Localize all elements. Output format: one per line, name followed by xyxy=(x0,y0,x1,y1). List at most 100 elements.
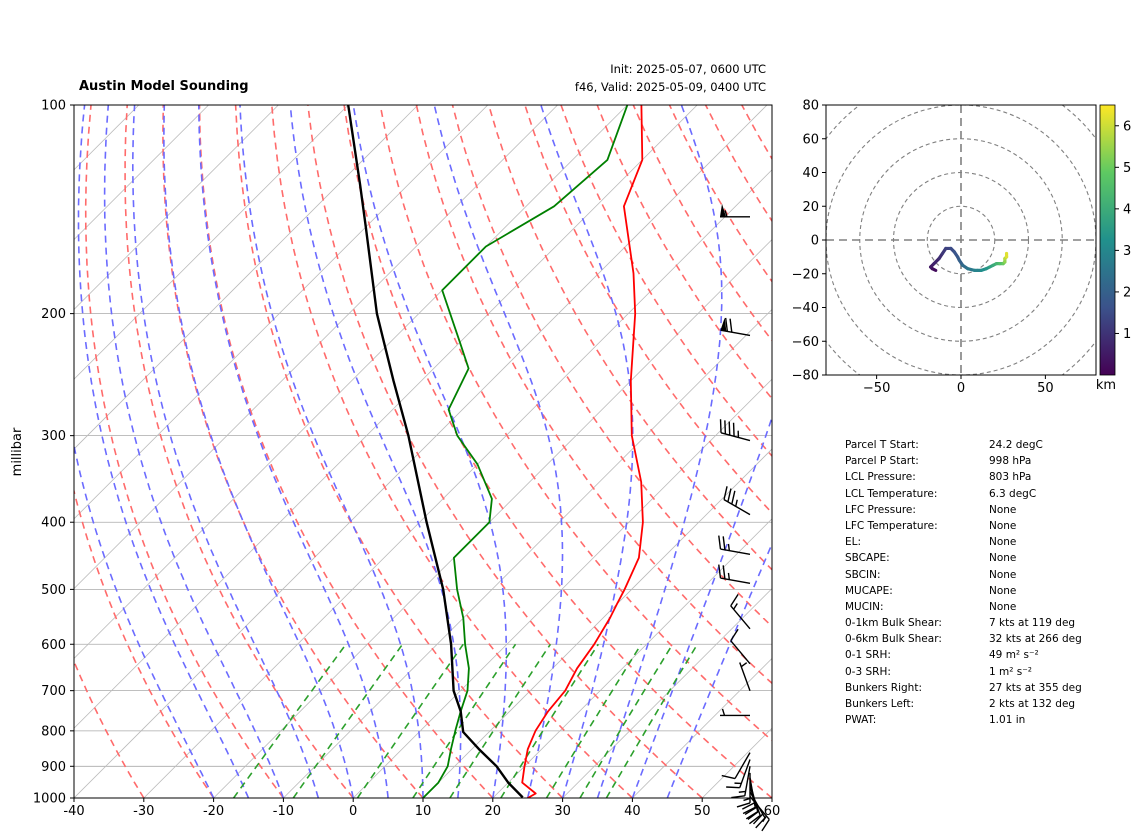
stats-value: None xyxy=(989,519,1017,532)
mixing-ratio-line xyxy=(605,643,699,798)
x-tick-label: 60 xyxy=(764,804,781,819)
y-tick-label: 800 xyxy=(41,724,66,739)
dry-adiabat xyxy=(560,105,772,458)
wind-barb xyxy=(742,777,756,815)
stats-value: 998 hPa xyxy=(989,455,1032,468)
stats-label: Bunkers Left: xyxy=(845,698,915,710)
isotherm-line xyxy=(352,378,772,798)
parcel-profile xyxy=(347,105,524,798)
stats-label: 0-1 SRH: xyxy=(845,649,891,662)
hodo-y-tick-label: −20 xyxy=(792,267,819,282)
stats-value: None xyxy=(989,552,1017,565)
stats-label: SBCIN: xyxy=(845,568,881,581)
moist-adiabat xyxy=(74,441,215,798)
stats-value: 2 kts at 132 deg xyxy=(989,698,1076,710)
stats-label: LCL Temperature: xyxy=(845,487,938,500)
stats-label: MUCAPE: xyxy=(845,584,893,597)
hodo-y-tick-label: −60 xyxy=(792,335,819,350)
hodograph-trace xyxy=(929,246,1009,272)
isotherm-line xyxy=(283,308,772,798)
isotherm-line xyxy=(771,797,772,798)
x-tick-label: 10 xyxy=(415,804,432,819)
stats-value: 803 hPa xyxy=(989,471,1032,484)
hodo-x-tick-label: −50 xyxy=(863,381,890,396)
hodo-y-tick-label: −40 xyxy=(792,301,819,316)
stats-value: None xyxy=(989,600,1017,613)
stats-value: 24.2 degC xyxy=(989,439,1043,451)
stats-label: EL: xyxy=(845,536,862,549)
skewt-background-lines xyxy=(74,105,1142,798)
moist-adiabat xyxy=(132,105,320,798)
isotherm-line xyxy=(74,105,628,659)
mixing-ratio-line xyxy=(545,643,642,798)
init-time: Init: 2025-05-07, 0600 UTC xyxy=(610,62,766,76)
wind-barb xyxy=(720,708,750,717)
isotherm-line xyxy=(74,105,419,450)
x-tick-label: -40 xyxy=(63,804,84,819)
y-tick-label: 200 xyxy=(41,307,66,322)
moist-adiabat xyxy=(631,415,772,798)
hodo-y-tick-label: 60 xyxy=(802,132,819,147)
stats-value: 6.3 degC xyxy=(989,487,1037,500)
isotherm-line xyxy=(422,448,772,798)
isotherm-line xyxy=(74,105,349,380)
stats-label: 0-3 SRH: xyxy=(845,665,891,678)
wind-barbs xyxy=(718,203,770,832)
stats-value: 32 kts at 266 deg xyxy=(989,633,1082,646)
dry-adiabat xyxy=(271,105,633,798)
dry-adiabat xyxy=(343,105,772,798)
mixing-ratio-line xyxy=(449,643,552,798)
hodo-x-tick-label: 50 xyxy=(1037,381,1054,396)
colorbar-tick-label: 5 xyxy=(1123,161,1131,176)
hodograph-axes: −50 0 50 −80 −60 −40 −20 0 20 40 60 80 xyxy=(792,99,1054,397)
moist-adiabat xyxy=(198,105,389,798)
hodo-x-tick-label: 0 xyxy=(957,381,965,396)
dry-adiabat xyxy=(307,105,703,798)
wind-barb xyxy=(739,662,751,691)
x-tick-label: -20 xyxy=(203,804,224,819)
wind-barb xyxy=(718,535,751,555)
stats-value: 1.01 in xyxy=(989,714,1026,727)
dry-adiabat xyxy=(487,105,772,571)
hodo-y-tick-label: 80 xyxy=(802,99,819,114)
x-tick-label: 40 xyxy=(624,804,641,819)
colorbar-tick-label: 2 xyxy=(1123,285,1131,300)
y-tick-label: 700 xyxy=(41,684,66,699)
isotherm-line xyxy=(143,169,772,798)
y-axis-label: millibar xyxy=(10,427,25,476)
moist-adiabat xyxy=(540,105,634,798)
stats-value: 49 m² s⁻² xyxy=(989,649,1039,662)
y-tick-label: 400 xyxy=(41,516,66,531)
moist-adiabat xyxy=(433,105,564,798)
stats-label: SBCAPE: xyxy=(845,552,890,565)
wind-barb xyxy=(720,203,750,218)
isotherm-line xyxy=(74,105,768,798)
hodo-y-tick-label: 20 xyxy=(802,200,819,215)
isotherm-line xyxy=(74,105,698,729)
colorbar-label: km xyxy=(1096,378,1116,393)
y-tick-label: 1000 xyxy=(33,792,66,807)
hodo-y-tick-label: −80 xyxy=(792,369,819,384)
stats-value: None xyxy=(989,536,1017,549)
dry-adiabat xyxy=(74,487,215,798)
isotherm-line xyxy=(74,105,279,310)
moist-adiabat xyxy=(239,105,424,798)
chart-title: Austin Model Sounding xyxy=(79,79,249,94)
x-tick-label: 50 xyxy=(694,804,711,819)
stats-value: 7 kts at 119 deg xyxy=(989,617,1076,630)
isotherm-line xyxy=(492,518,772,798)
stats-label: Bunkers Right: xyxy=(845,681,922,694)
y-tick-label: 300 xyxy=(41,429,66,444)
y-tick-label: 100 xyxy=(41,99,66,114)
dry-adiabat xyxy=(84,105,285,798)
dry-adiabat xyxy=(124,105,354,798)
wind-barb xyxy=(723,486,751,516)
isotherm-line xyxy=(74,105,209,241)
hodograph-rings xyxy=(826,105,1096,375)
dry-adiabat xyxy=(379,105,772,742)
dry-adiabat xyxy=(778,105,1142,798)
colorbar-tick-label: 4 xyxy=(1123,202,1131,217)
dewpoint-profile xyxy=(422,105,629,798)
hodograph-ring xyxy=(926,205,996,275)
